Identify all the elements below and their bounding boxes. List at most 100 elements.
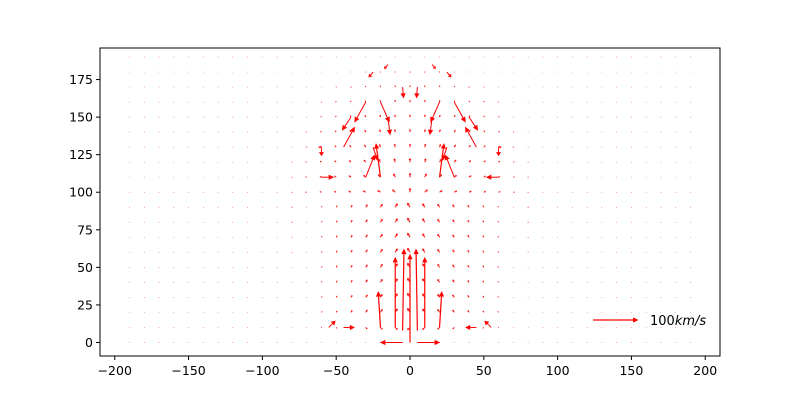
field-arrow xyxy=(335,56,337,58)
key-label-unit: km/s xyxy=(675,314,707,329)
field-arrow xyxy=(408,158,412,163)
field-arrow xyxy=(306,71,308,73)
field-arrow xyxy=(365,219,368,223)
field-arrow xyxy=(143,146,145,148)
field-arrow xyxy=(467,280,470,283)
field-arrow xyxy=(232,236,234,238)
field-arrow xyxy=(467,220,470,223)
field-arrow xyxy=(527,251,529,253)
field-arrow xyxy=(306,101,308,103)
field-arrow xyxy=(601,176,603,178)
field-arrow xyxy=(334,160,337,163)
field-arrow xyxy=(364,129,367,133)
field-arrow xyxy=(586,56,588,58)
field-arrow xyxy=(217,191,219,193)
field-arrow xyxy=(143,221,145,223)
field-arrow xyxy=(438,129,442,133)
field-arrow xyxy=(306,86,308,88)
field-arrow xyxy=(675,221,677,223)
field-arrow xyxy=(586,312,588,313)
field-arrow xyxy=(202,86,204,88)
field-arrow xyxy=(173,131,175,133)
field-arrow xyxy=(438,100,441,103)
field-arrow xyxy=(262,191,263,193)
field-arrow xyxy=(512,221,514,223)
field-arrow xyxy=(143,191,145,193)
field-arrow xyxy=(631,267,632,268)
field-arrow xyxy=(690,131,691,133)
field-arrow xyxy=(158,327,160,328)
field-arrow xyxy=(616,101,618,103)
field-arrow xyxy=(143,282,145,283)
field-arrow xyxy=(173,282,175,283)
field-arrow xyxy=(158,116,160,118)
field-arrow xyxy=(188,191,189,193)
field-arrow xyxy=(439,56,440,58)
field-arrow xyxy=(557,116,558,118)
field-arrow xyxy=(645,146,647,148)
y-tick-label: 0 xyxy=(85,335,93,350)
field-arrow xyxy=(188,297,189,298)
field-arrow xyxy=(365,279,368,283)
vector-arrow xyxy=(368,71,374,78)
y-tick-label: 100 xyxy=(69,185,93,200)
field-arrow xyxy=(232,282,234,283)
field-arrow xyxy=(349,100,352,103)
field-arrow xyxy=(394,248,398,253)
field-arrow xyxy=(631,206,632,208)
field-arrow xyxy=(483,56,485,58)
field-arrow xyxy=(690,206,691,208)
field-arrow xyxy=(631,327,632,328)
field-arrow xyxy=(217,312,219,313)
field-arrow xyxy=(349,115,352,118)
field-arrow xyxy=(232,312,234,313)
field-arrow xyxy=(173,116,175,118)
field-arrow xyxy=(379,71,382,73)
field-arrow xyxy=(350,250,353,253)
vector-arrow xyxy=(422,256,428,328)
field-arrow xyxy=(645,161,647,163)
field-arrow xyxy=(601,56,603,58)
field-arrow xyxy=(129,297,130,298)
field-arrow xyxy=(645,71,647,73)
vector-arrow xyxy=(407,253,413,343)
field-arrow xyxy=(291,312,293,313)
field-arrow xyxy=(586,86,588,88)
field-arrow xyxy=(262,267,263,268)
field-arrow xyxy=(380,263,383,268)
field-arrow xyxy=(690,342,691,343)
field-arrow xyxy=(437,293,440,298)
field-arrow xyxy=(631,282,632,283)
field-arrow xyxy=(557,267,558,268)
field-arrow xyxy=(380,233,383,238)
field-arrow xyxy=(690,146,691,148)
field-arrow xyxy=(467,235,470,238)
field-arrow xyxy=(497,221,500,223)
field-arrow xyxy=(542,342,544,343)
field-arrow xyxy=(660,236,662,238)
field-arrow xyxy=(232,327,234,328)
field-arrow xyxy=(188,56,189,58)
field-arrow xyxy=(276,191,278,193)
field-arrow xyxy=(690,101,691,103)
field-arrow xyxy=(497,206,500,208)
field-arrow xyxy=(690,236,691,238)
field-arrow xyxy=(350,265,353,268)
vector-arrow xyxy=(484,320,492,328)
field-arrow xyxy=(335,86,337,88)
field-arrow xyxy=(143,342,145,343)
field-arrow xyxy=(335,100,337,103)
field-arrow xyxy=(645,327,647,328)
field-arrow xyxy=(572,161,573,163)
field-arrow xyxy=(527,146,529,148)
field-arrow xyxy=(377,190,381,193)
vector-arrow xyxy=(498,145,502,149)
field-arrow xyxy=(276,176,278,178)
field-arrow xyxy=(572,251,573,253)
field-arrow xyxy=(335,235,338,238)
vector-arrow xyxy=(485,174,499,180)
field-arrow xyxy=(276,131,278,133)
field-arrow xyxy=(660,251,662,253)
vector-arrow xyxy=(318,145,322,149)
field-arrow xyxy=(129,327,130,328)
